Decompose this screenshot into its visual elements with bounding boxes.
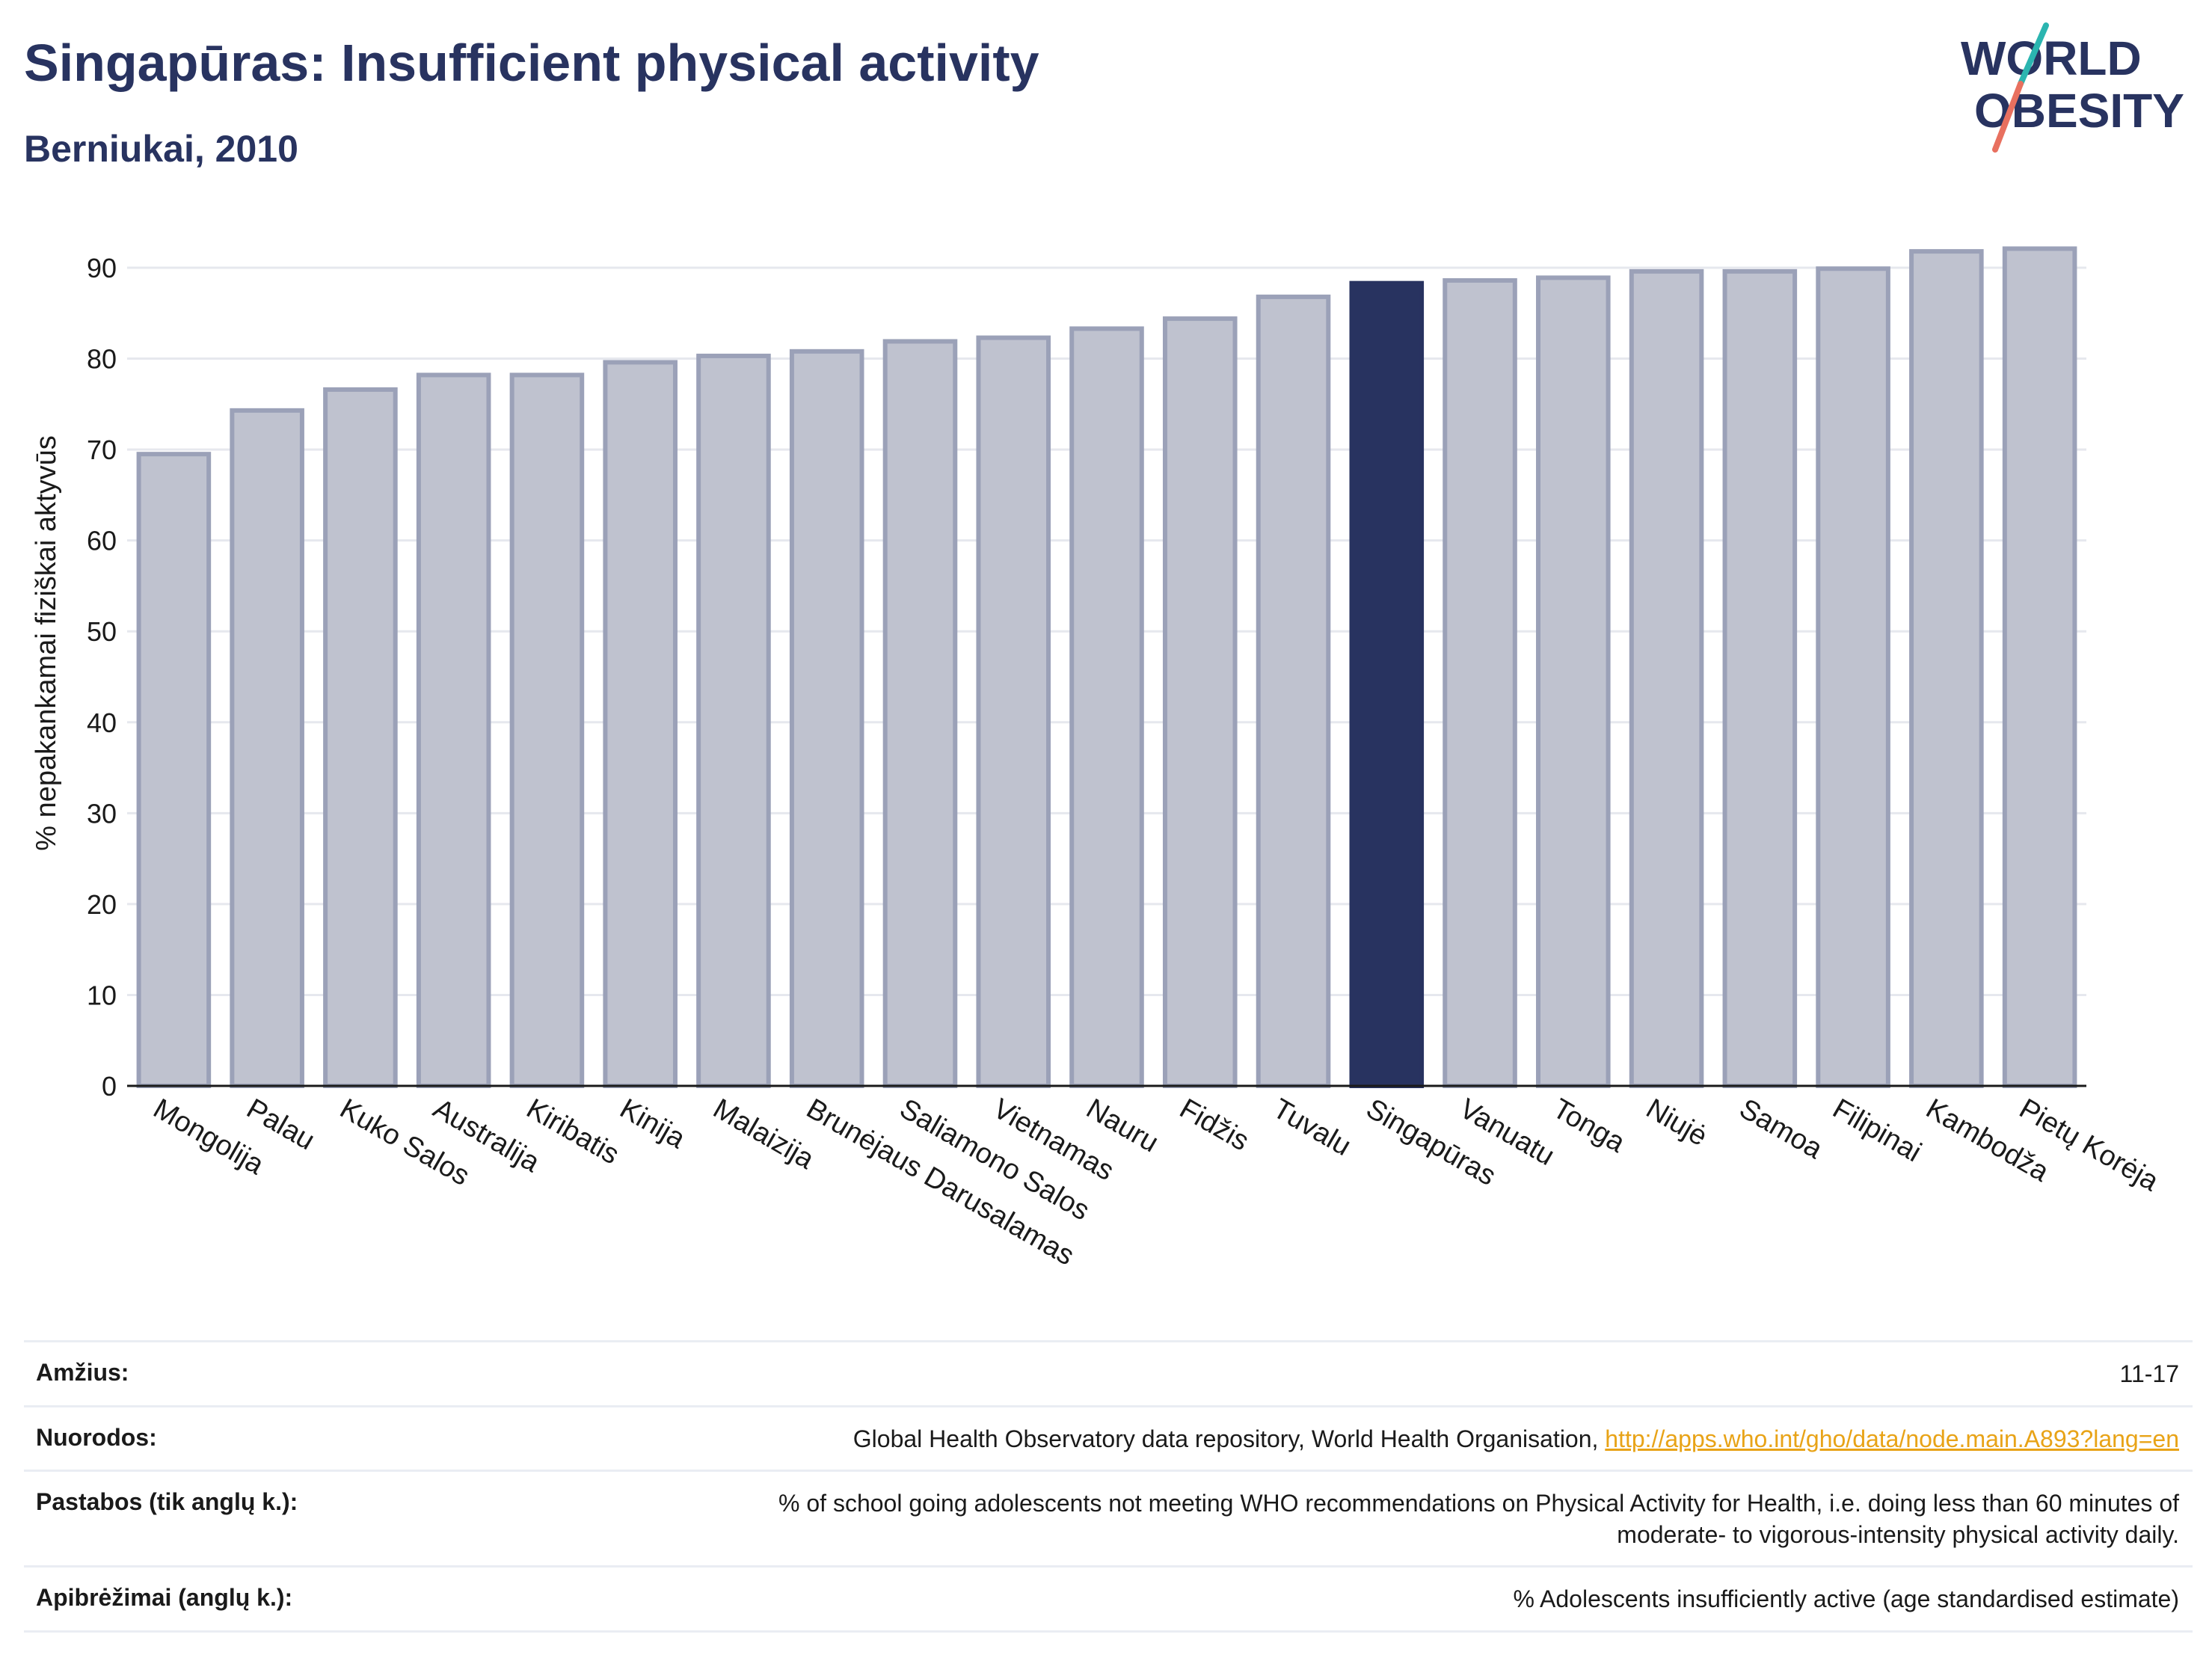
y-tick-label: 20 (87, 889, 117, 920)
y-tick-label: 80 (87, 344, 117, 375)
y-tick-label: 10 (87, 980, 117, 1010)
bar (136, 452, 212, 1088)
meta-label: Apibrėžimai (anglų k.): (36, 1584, 293, 1612)
y-axis-label: % nepakankamai fiziškai aktyvūs (31, 435, 62, 850)
meta-label: Amžius: (36, 1359, 129, 1386)
notes-line1: % of school going adolescents not meetin… (778, 1490, 2179, 1517)
bar (882, 339, 958, 1088)
bar (416, 372, 491, 1088)
bar (696, 353, 771, 1088)
bar (230, 408, 304, 1088)
meta-row-references: Nuorodos: Global Health Observatory data… (24, 1404, 2193, 1470)
metadata-table: Amžius: 11-17 Nuorodos: Global Health Ob… (24, 1340, 2193, 1633)
bar (509, 372, 585, 1088)
bar (1162, 316, 1238, 1088)
x-tick-label: Tuvalu (1268, 1093, 1357, 1162)
reference-text: Global Health Observatory data repositor… (852, 1425, 1599, 1452)
x-tick-label: Kinija (615, 1093, 691, 1155)
logo-coral-slash (1992, 81, 2024, 153)
x-tick-label: Fidžis (1174, 1093, 1254, 1157)
reference-link[interactable]: http://apps.who.int/gho/data/node.main.A… (1605, 1425, 2179, 1452)
meta-value: % of school going adolescents not meetin… (778, 1488, 2179, 1550)
y-tick-label: 60 (87, 526, 117, 556)
bar (789, 348, 864, 1088)
x-tick-label: Malaizija (707, 1093, 820, 1176)
meta-row-definitions: Apibrėžimai (anglų k.): % Adolescents in… (24, 1565, 2193, 1633)
x-tick-label: Niujė (1641, 1093, 1712, 1152)
world-obesity-logo: WORLD OBESITY (1961, 22, 2184, 153)
y-tick-label: 30 (87, 798, 117, 829)
meta-label: Nuorodos: (36, 1423, 157, 1451)
meta-value: 11-17 (2119, 1360, 2179, 1387)
bar (1069, 326, 1144, 1089)
bar (1443, 278, 1517, 1088)
bar (603, 360, 678, 1088)
y-tick-label: 70 (87, 435, 117, 465)
notes-line2: moderate- to vigorous-intensity physical… (1617, 1520, 2179, 1548)
bar (1536, 275, 1611, 1089)
meta-value: Global Health Observatory data repositor… (853, 1424, 2179, 1455)
bar-highlight (1349, 280, 1425, 1089)
bars (136, 246, 2077, 1089)
meta-label: Pastabos (tik anglų k.): (36, 1488, 298, 1516)
y-tick-label: 40 (87, 707, 117, 738)
logo-teal-slash (2018, 22, 2049, 87)
bar (1816, 266, 1890, 1088)
meta-row-age: Amžius: 11-17 (24, 1340, 2193, 1405)
y-tick-label: 90 (87, 253, 117, 283)
bar (1722, 268, 1798, 1089)
bar (1256, 294, 1331, 1088)
bar (323, 387, 398, 1088)
chart-subtitle: Berniukai, 2010 (24, 128, 298, 170)
y-tick-label: 50 (87, 616, 117, 647)
logo-line1: WORLD (1961, 31, 2142, 85)
y-tick-label: 0 (102, 1071, 117, 1102)
bar (976, 335, 1051, 1088)
x-tick-label: Filipinai (1828, 1093, 1927, 1168)
bar (1909, 249, 1984, 1088)
meta-value: % Adolescents insufficiently active (age… (1513, 1585, 2179, 1613)
bar (1629, 268, 1704, 1089)
bar (2002, 246, 2077, 1088)
x-tick-label: Tonga (1547, 1093, 1630, 1159)
x-tick-label: Samoa (1734, 1093, 1828, 1165)
meta-row-notes: Pastabos (tik anglų k.): % of school goi… (24, 1470, 2193, 1565)
chart-title: Singapūras: Insufficient physical activi… (24, 34, 1039, 92)
